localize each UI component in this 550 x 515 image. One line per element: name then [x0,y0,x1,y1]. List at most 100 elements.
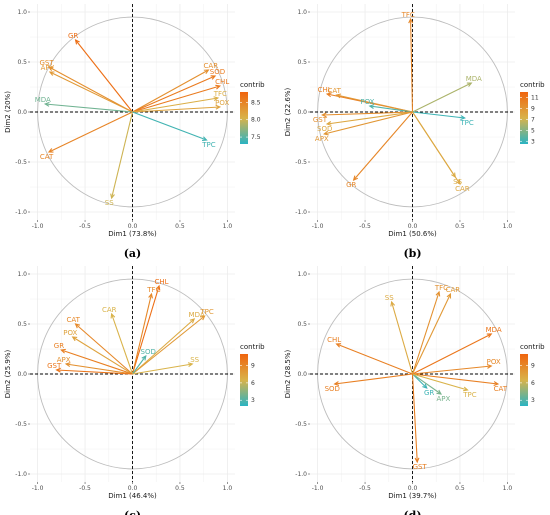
arrow-head [435,290,441,297]
y-tick-label: 1.0 [17,271,27,278]
variable-arrow-pox [412,365,492,375]
pca-panel-4: -1.0 1.0 -0.5 0.5 0.0 0.0 0.5 -0.5 1.0 -1.0 Dim1 (… [284,266,545,515]
panel-label: (a) [124,247,142,260]
arrow-head [352,175,359,181]
y-tick-label: 0.0 [17,109,27,116]
y-tick-label: 1.0 [17,9,27,16]
variable-label-car: CAR [455,185,470,193]
y-tick-label: 0.5 [297,321,307,328]
variable-label-tfc: TFC [401,11,415,19]
variable-label-car: CAR [446,286,461,294]
variable-arrow-gst [411,373,418,463]
variable-label-gst: GST [47,362,62,370]
variable-arrow-cat [75,323,133,375]
arrow-head [335,93,342,99]
variable-label-chl: CHL [215,78,229,86]
y-tick-label: -0.5 [15,159,27,166]
variable-label-ss: SS [453,178,462,186]
arrow-head [47,66,54,71]
x-tick-label: 1.0 [503,485,513,492]
variable-label-chl: CHL [154,278,168,286]
arrow-head [148,292,153,299]
legend-label: 6 [531,380,535,387]
x-axis-label: Dim1 (50.6%) [388,230,437,238]
legend-label: 8.0 [251,117,261,124]
x-tick-label: 0.0 [408,485,418,492]
variable-label-apx: APX [41,64,55,72]
variable-label-gr: GR [68,32,78,40]
variable-label-tfc: TFC [146,286,160,294]
y-tick-label: -1.0 [15,209,27,216]
arrow-head [210,75,217,80]
arrow-head [55,367,61,373]
variable-arrow-car [111,313,134,375]
variable-arrow-tfc [411,291,440,375]
arrow-head [187,362,194,368]
arrow-head [463,386,469,392]
x-tick-label: 1.0 [223,485,233,492]
variable-arrow-tfc [410,18,414,113]
arrow-head [493,381,500,386]
legend-colorbar [520,92,528,144]
variable-arrow-apx [324,111,413,135]
variable-arrow-car [412,111,461,185]
y-tick-label: 0.0 [297,371,307,378]
pca-panel-3: -1.0 1.0 -0.5 0.5 0.0 0.0 0.5 -0.5 1.0 -1.0 Dim1 (… [4,266,265,515]
legend-label: 11 [531,94,539,101]
variable-arrow-chl [132,85,220,113]
y-tick-label: 1.0 [297,271,307,278]
variable-arrow-tpc [412,111,465,119]
x-tick-label: -1.0 [32,485,44,492]
y-tick-label: 0.0 [17,371,27,378]
x-tick-label: -0.5 [79,223,91,230]
legend-label: 3 [531,138,535,145]
arrow-head [414,457,420,464]
variable-arrow-apx [49,71,133,113]
variable-arrow-gr [61,349,133,375]
legend-colorbar [240,354,248,406]
variable-label-cat: CAT [327,87,341,95]
legend-label: 9 [531,105,535,112]
arrow-head [71,336,78,342]
variable-arrow-tpc [132,111,207,141]
x-tick-label: 0.0 [128,485,138,492]
arrow-head [213,96,220,102]
x-tick-label: 1.0 [223,223,233,230]
variable-arrow-cat [336,94,413,113]
variable-label-gst: GST [413,463,428,471]
y-axis-label: Dim2 (22.6%) [284,87,292,136]
variable-arrow-mda [412,333,492,375]
arrow-head [325,92,332,98]
legend-label: 9 [251,363,255,370]
variable-arrow-tfc [131,293,153,375]
x-tick-label: -1.0 [312,223,324,230]
x-tick-label: -0.5 [359,223,371,230]
x-tick-label: -1.0 [312,485,324,492]
arrow-head [201,136,208,141]
variable-label-tpc: TPC [462,391,476,399]
arrow-head [203,69,210,74]
legend-label: 5 [531,127,535,134]
variable-label-apx: APX [57,356,71,364]
x-tick-label: 0.5 [455,485,465,492]
variable-label-pox: POX [487,358,501,366]
variable-label-tpc: TPC [199,308,213,316]
panel-label: (b) [403,247,421,260]
variable-arrow-chl [336,343,413,375]
variable-arrow-gst [322,111,413,116]
variable-label-tfc: TFC [213,90,227,98]
pca-panel-1: -1.0 1.0 -0.5 0.5 0.0 0.0 0.5 -0.5 1.0 -1.0 Dim1 (… [4,4,265,260]
variable-arrow-pox [369,105,413,113]
arrow-head [390,300,396,307]
legend-label: 7.5 [251,134,261,141]
y-tick-label: -1.0 [295,209,307,216]
legend-label: 8.5 [251,99,261,106]
arrow-head [110,193,115,200]
variable-arrow-sod [327,111,413,125]
arrow-head [60,348,66,354]
variable-arrow-tfc [132,97,219,113]
arrow-head [436,389,443,395]
variable-arrow-tpc [132,315,205,375]
arrow-head [110,312,116,319]
legend-colorbar [240,92,248,144]
